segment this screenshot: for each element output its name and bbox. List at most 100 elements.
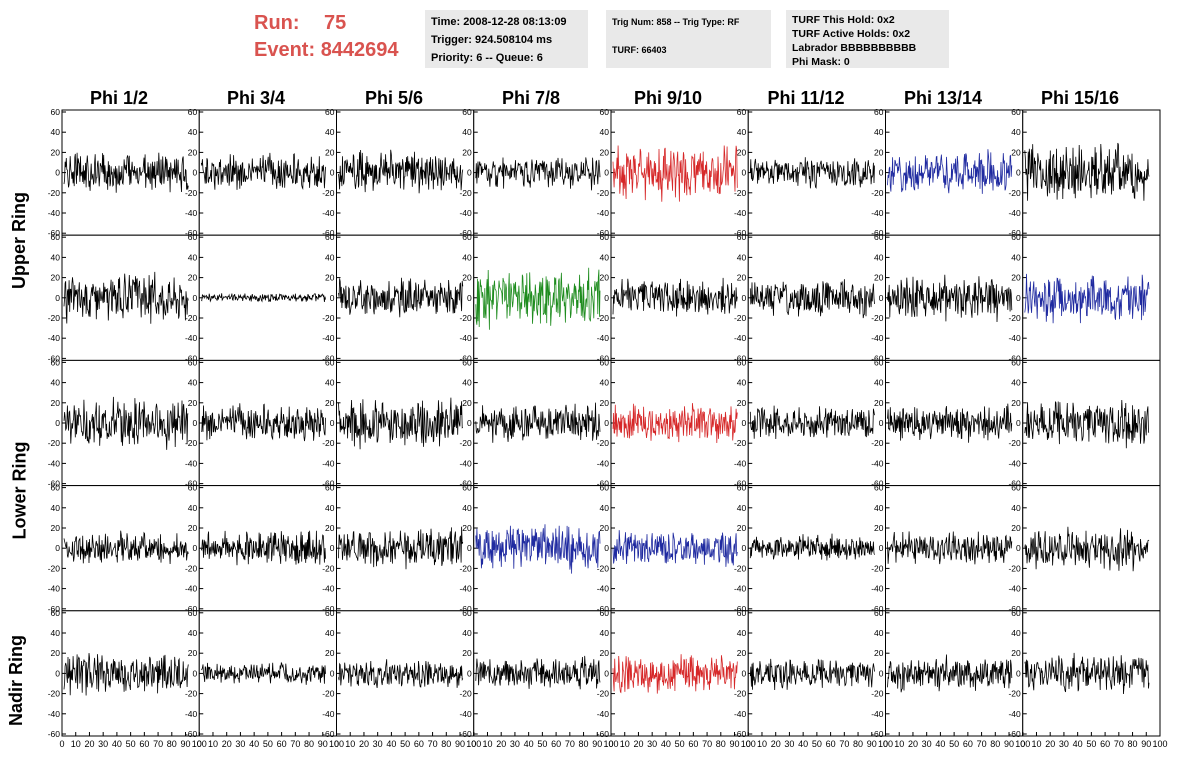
waveform-panel: 60 40 20 0 -20 -40 -60 — [871, 608, 1024, 739]
y-tick-label: -40 — [871, 208, 884, 218]
y-tick-label: -20 — [459, 563, 472, 573]
y-tick-label: -40 — [734, 709, 747, 719]
waveform-trace — [1024, 399, 1150, 449]
x-tick-label: 100 — [329, 739, 344, 749]
y-tick-label: -40 — [597, 709, 610, 719]
y-tick-label: 20 — [874, 398, 884, 408]
y-tick-label: 60 — [462, 483, 472, 493]
turf-text: TURF: 66403 — [612, 45, 667, 55]
phi-column-title-3: Phi 5/6 — [364, 88, 424, 108]
y-tick-label: -40 — [871, 584, 884, 594]
x-tick-label: 30 — [784, 739, 794, 749]
x-tick-label: 40 — [524, 739, 534, 749]
y-tick-label: 60 — [737, 357, 747, 367]
turf-this-hold: TURF This Hold: 0x2 — [792, 14, 895, 26]
y-tick-label: -20 — [734, 438, 747, 448]
y-tick-label: -60 — [871, 604, 884, 614]
waveform-panel: 60 40 20 0 -20 -40 -60 — [597, 232, 749, 363]
panel-frame — [198, 109, 337, 236]
y-tick-label: 40 — [737, 503, 747, 513]
waveform-trace — [475, 524, 601, 574]
waveform-panel: 60 40 20 0 -20 -40 -60 — [185, 107, 337, 238]
y-tick-label: -40 — [597, 333, 610, 343]
y-tick-label: 40 — [51, 378, 61, 388]
y-tick-label: -60 — [48, 729, 61, 739]
waveform-panel: 60 40 20 0 -20 -40 -60 — [1008, 608, 1161, 739]
y-tick-label: 20 — [600, 147, 610, 157]
waveform-trace — [1024, 526, 1150, 572]
x-tick-label: 90 — [1004, 739, 1014, 749]
y-tick-label: 40 — [462, 252, 472, 262]
event-label: Event: — [254, 39, 316, 61]
y-tick-label: -60 — [48, 604, 61, 614]
y-tick-label: 0 — [742, 418, 747, 428]
x-tick-label: 60 — [277, 739, 287, 749]
waveform-panel: 60 40 20 0 -20 -40 -60 — [185, 483, 337, 614]
y-tick-label: -40 — [1008, 709, 1021, 719]
y-tick-label: -60 — [734, 353, 747, 363]
waveform-panel: 60 40 20 0 -20 -40 -60 — [734, 608, 886, 739]
x-tick-label: 90 — [318, 739, 328, 749]
waveform-trace — [887, 149, 1013, 194]
y-tick-label: 40 — [737, 127, 747, 137]
y-tick-label: -60 — [734, 604, 747, 614]
x-tick-label: 40 — [661, 739, 671, 749]
y-tick-label: 20 — [737, 273, 747, 283]
y-tick-label: 40 — [1011, 503, 1021, 513]
x-tick-label: 30 — [510, 739, 520, 749]
waveform-panel: 60 40 20 0 -20 -40 -60 — [1008, 232, 1161, 363]
y-tick-label: 20 — [1011, 147, 1021, 157]
x-tick-label: 50 — [126, 739, 136, 749]
y-tick-label: 60 — [600, 483, 610, 493]
y-tick-label: 60 — [1011, 608, 1021, 618]
waveform-trace — [338, 397, 464, 450]
x-tick-label: 70 — [839, 739, 849, 749]
y-tick-label: 60 — [188, 483, 198, 493]
y-tick-label: 40 — [325, 127, 335, 137]
x-tick-label: 70 — [153, 739, 163, 749]
y-tick-label: 20 — [737, 398, 747, 408]
y-tick-label: 60 — [188, 608, 198, 618]
waveform-panel: 60 40 20 0 -20 -40 -60 — [871, 483, 1024, 614]
y-tick-label: 40 — [188, 628, 198, 638]
y-tick-label: 40 — [1011, 252, 1021, 262]
y-tick-label: -40 — [1008, 208, 1021, 218]
y-tick-label: 0 — [467, 168, 472, 178]
x-tick-label: 90 — [867, 739, 877, 749]
y-tick-label: 0 — [193, 168, 198, 178]
x-tick-label: 100 — [1152, 739, 1167, 749]
x-tick-label: 50 — [949, 739, 959, 749]
y-tick-label: 20 — [325, 523, 335, 533]
waveform-trace — [612, 145, 738, 202]
y-tick-label: -40 — [1008, 333, 1021, 343]
y-tick-label: -40 — [185, 584, 198, 594]
trigger-info-box: Trig Num: 858 -- Trig Type: RF TURF: 664… — [606, 10, 771, 68]
y-tick-label: 20 — [462, 398, 472, 408]
waveform-trace — [338, 277, 464, 318]
waveform-panel: 60 40 20 0 -20 -40 -60 — [459, 107, 612, 238]
y-tick-label: 0 — [55, 418, 60, 428]
waveform-panel: 60 40 20 0 -20 -40 -60 — [48, 232, 200, 363]
y-tick-label: -60 — [597, 479, 610, 489]
y-tick-label: 40 — [51, 127, 61, 137]
y-tick-label: 60 — [51, 608, 61, 618]
y-tick-label: 0 — [879, 293, 884, 303]
waveform-trace — [749, 157, 875, 189]
y-tick-label: 20 — [325, 398, 335, 408]
panel-frame — [473, 109, 612, 236]
waveform-trace — [338, 149, 464, 194]
y-tick-label: 0 — [879, 668, 884, 678]
y-tick-label: 40 — [600, 378, 610, 388]
x-tick-label: 70 — [290, 739, 300, 749]
y-tick-label: 60 — [188, 357, 198, 367]
x-tick-label: 10 — [620, 739, 630, 749]
y-tick-label: -20 — [597, 689, 610, 699]
waveform-panel: 60 40 20 0 -20 -40 -60 — [734, 357, 886, 489]
y-tick-label: 40 — [874, 378, 884, 388]
x-tick-label: 20 — [359, 739, 369, 749]
run-value: 75 — [324, 12, 347, 34]
y-tick-label: -60 — [1008, 353, 1021, 363]
x-tick-label: 0 — [883, 739, 888, 749]
y-tick-label: 60 — [874, 357, 884, 367]
